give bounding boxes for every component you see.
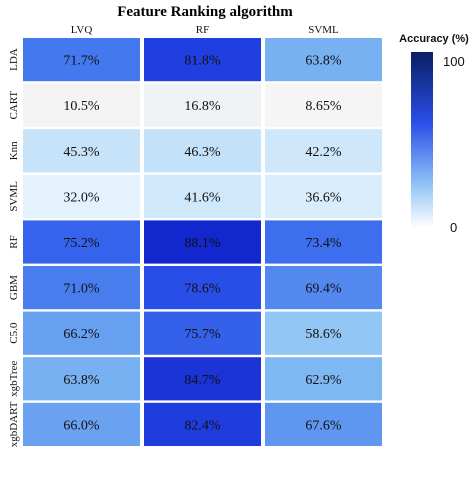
colorbar-tick-max: 100 bbox=[443, 54, 465, 69]
cell-xgbdart-rf bbox=[144, 402, 261, 446]
cell-label: 67.6% bbox=[305, 418, 342, 433]
row-label-svml: SVML bbox=[8, 181, 20, 212]
cell-label: 75.7% bbox=[184, 327, 221, 342]
cell-svml-lvq bbox=[23, 174, 140, 218]
cell-label: 62.9% bbox=[305, 373, 342, 388]
cell-knn-lvq bbox=[23, 129, 140, 173]
cell-lda-lvq bbox=[23, 38, 140, 82]
cell-xgbdart-lvq bbox=[23, 402, 140, 446]
cell-label: 10.5% bbox=[63, 99, 100, 114]
cell-label: 42.2% bbox=[305, 145, 342, 160]
cell-c5-0-lvq bbox=[23, 311, 140, 355]
cell-svml-svml bbox=[265, 174, 382, 218]
cell-label: 66.2% bbox=[63, 327, 100, 342]
column-label-lvq: LVQ bbox=[71, 24, 93, 36]
cell-label: 75.2% bbox=[63, 236, 100, 251]
cell-label: 45.3% bbox=[63, 145, 100, 160]
cell-rf-svml bbox=[265, 220, 382, 264]
column-label-svml: SVML bbox=[308, 24, 339, 36]
cell-rf-lvq bbox=[23, 220, 140, 264]
cell-label: 88.1% bbox=[184, 236, 221, 251]
cell-label: 46.3% bbox=[184, 145, 221, 160]
row-label-c5-0: C5.0 bbox=[8, 322, 20, 344]
cell-xgbtree-rf bbox=[144, 357, 261, 401]
cell-lda-rf bbox=[144, 38, 261, 82]
cell-label: 82.4% bbox=[184, 418, 221, 433]
cell-label: 16.8% bbox=[184, 99, 221, 114]
cell-gbm-svml bbox=[265, 266, 382, 310]
cell-gbm-lvq bbox=[23, 266, 140, 310]
row-label-cart: CART bbox=[8, 91, 20, 120]
colorbar-title: Accuracy (%) bbox=[399, 33, 469, 45]
column-labels: LVQ RF SVML bbox=[71, 24, 339, 36]
cell-xgbtree-lvq bbox=[23, 357, 140, 401]
row-label-xgbtree: xgbTree bbox=[8, 361, 20, 397]
heatmap-cells: 71.7% 81.8% 63.8% 10.5% 16.8% 8.65% 45.3% 46.3%… bbox=[23, 38, 382, 446]
row-label-gbm: GBM bbox=[8, 275, 20, 300]
cell-label: 71.7% bbox=[63, 54, 100, 69]
cell-label: 8.65% bbox=[305, 99, 342, 114]
cell-label: 58.6% bbox=[305, 327, 342, 342]
column-label-rf: RF bbox=[196, 24, 209, 36]
cell-label: 81.8% bbox=[184, 54, 221, 69]
row-labels: LDA CART Knn SVML RF GBM C5.0 xgbTree xgbDART bbox=[8, 48, 20, 447]
colorbar-legend: Accuracy (%) 100 0 bbox=[399, 33, 469, 235]
cell-label: 69.4% bbox=[305, 282, 342, 297]
cell-cart-svml bbox=[265, 83, 382, 127]
cell-label: 36.6% bbox=[305, 190, 342, 205]
row-label-rf: RF bbox=[8, 235, 20, 248]
cell-xgbtree-svml bbox=[265, 357, 382, 401]
cell-gbm-rf bbox=[144, 266, 261, 310]
cell-label: 41.6% bbox=[184, 190, 221, 205]
colorbar-gradient bbox=[411, 52, 433, 228]
cell-knn-rf bbox=[144, 129, 261, 173]
colorbar-tick-min: 0 bbox=[450, 220, 457, 235]
cell-label: 66.0% bbox=[63, 418, 100, 433]
cell-label: 84.7% bbox=[184, 373, 221, 388]
cell-lda-svml bbox=[265, 38, 382, 82]
cell-c5-0-svml bbox=[265, 311, 382, 355]
row-label-lda: LDA bbox=[8, 48, 20, 71]
cell-label: 71.0% bbox=[63, 282, 100, 297]
chart-title: Feature Ranking algorithm bbox=[117, 4, 293, 20]
cell-c5-0-rf bbox=[144, 311, 261, 355]
cell-cart-rf bbox=[144, 83, 261, 127]
cell-label: 63.8% bbox=[63, 373, 100, 388]
cell-label: 63.8% bbox=[305, 54, 342, 69]
cell-label: 32.0% bbox=[63, 190, 100, 205]
row-label-xgbdart: xgbDART bbox=[8, 401, 20, 447]
cell-knn-svml bbox=[265, 129, 382, 173]
cell-xgbdart-svml bbox=[265, 402, 382, 446]
cell-svml-rf bbox=[144, 174, 261, 218]
row-label-knn: Knn bbox=[8, 141, 20, 160]
cell-label: 73.4% bbox=[305, 236, 342, 251]
cell-label: 78.6% bbox=[184, 282, 221, 297]
cell-rf-rf bbox=[144, 220, 261, 264]
cell-cart-lvq bbox=[23, 83, 140, 127]
